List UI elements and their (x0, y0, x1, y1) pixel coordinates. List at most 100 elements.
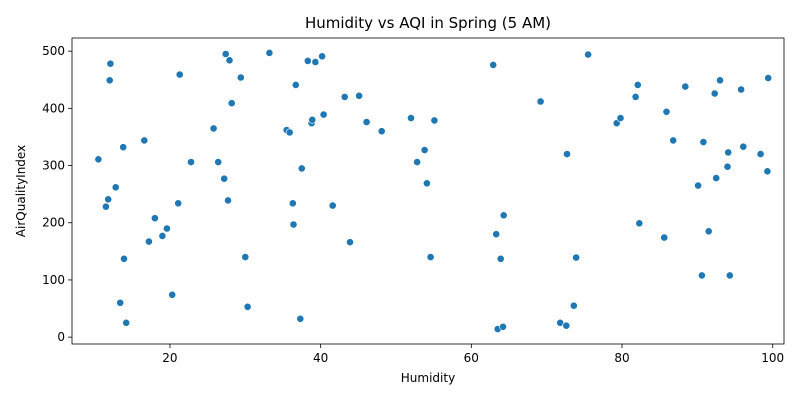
data-point (536, 97, 545, 106)
data-point (407, 114, 415, 122)
data-point (377, 127, 386, 136)
data-point (106, 59, 115, 68)
data-point (422, 179, 431, 188)
data-point (328, 201, 337, 210)
x-axis-ticks: 20 40 60 80 100 (162, 344, 784, 365)
data-point (764, 74, 773, 82)
data-point (492, 230, 501, 239)
y-tick-label: 400 (42, 101, 65, 115)
data-point (297, 164, 306, 173)
data-point (340, 93, 349, 101)
data-point (105, 76, 114, 85)
data-point (763, 167, 772, 176)
data-point (724, 148, 733, 157)
x-tick-label: 80 (614, 351, 629, 365)
data-point (737, 85, 745, 94)
data-point (265, 49, 274, 57)
data-point (318, 52, 326, 61)
data-point (496, 254, 505, 263)
data-point (102, 202, 110, 211)
data-point (723, 162, 732, 171)
data-point (572, 253, 580, 262)
data-points (94, 49, 773, 333)
data-point (739, 142, 748, 151)
data-point (168, 290, 177, 299)
y-axis-label: AirQualityIndex (14, 145, 28, 237)
data-point (346, 238, 354, 247)
data-point (187, 158, 195, 166)
data-point (119, 143, 128, 152)
data-point (426, 253, 435, 261)
data-point (319, 110, 328, 119)
data-point (94, 155, 103, 164)
data-point (756, 150, 765, 158)
x-tick-label: 100 (761, 351, 784, 365)
data-point (289, 220, 298, 229)
data-point (220, 174, 229, 183)
data-point (704, 227, 713, 236)
data-point (224, 196, 232, 205)
data-point (236, 73, 245, 82)
data-point (308, 115, 317, 124)
data-point (698, 271, 706, 280)
x-axis-label: Humidity (401, 371, 455, 385)
y-tick-label: 0 (57, 330, 65, 344)
plot-area-frame (71, 37, 785, 345)
y-axis-ticks: 0 100 200 300 400 500 (42, 44, 72, 344)
chart-title: Humidity vs AQI in Spring (5 AM) (305, 14, 551, 32)
data-point (662, 107, 671, 116)
y-tick-label: 200 (42, 216, 65, 230)
data-point (489, 61, 498, 69)
data-point (413, 158, 421, 166)
data-point (209, 124, 218, 133)
data-point (569, 301, 578, 310)
data-point (225, 56, 234, 65)
data-point (633, 81, 642, 89)
data-point (303, 57, 312, 65)
data-point (243, 302, 252, 311)
data-point (420, 146, 429, 154)
data-point (120, 254, 128, 263)
data-point (710, 89, 719, 98)
data-point (296, 314, 305, 323)
data-point (227, 99, 236, 108)
data-point (362, 118, 371, 126)
data-point (681, 82, 690, 91)
data-point (712, 174, 721, 182)
data-point (499, 211, 508, 220)
data-point (158, 231, 167, 240)
data-point (694, 181, 702, 190)
data-point (291, 81, 300, 89)
data-point (241, 253, 250, 261)
data-point (311, 58, 320, 66)
data-point (174, 199, 183, 208)
data-point (175, 70, 184, 79)
data-point (716, 76, 724, 85)
data-point (221, 50, 230, 58)
data-point (144, 237, 153, 246)
data-point (563, 150, 571, 158)
data-point (430, 116, 439, 125)
y-tick-label: 300 (42, 159, 65, 173)
data-point (635, 219, 644, 228)
data-point (162, 224, 171, 233)
data-point (631, 93, 640, 101)
data-point (660, 233, 669, 242)
data-point (285, 128, 294, 137)
data-point (122, 318, 131, 327)
data-point (616, 114, 625, 122)
data-point (699, 138, 708, 146)
y-tick-label: 500 (42, 44, 65, 58)
data-point (562, 321, 571, 330)
data-point (104, 195, 113, 204)
data-point (111, 183, 120, 192)
data-point (725, 271, 734, 280)
data-point (584, 50, 592, 59)
data-point (214, 158, 223, 166)
data-point (499, 322, 507, 331)
data-point (150, 214, 159, 223)
data-point (116, 298, 125, 307)
x-tick-label: 40 (313, 351, 328, 365)
